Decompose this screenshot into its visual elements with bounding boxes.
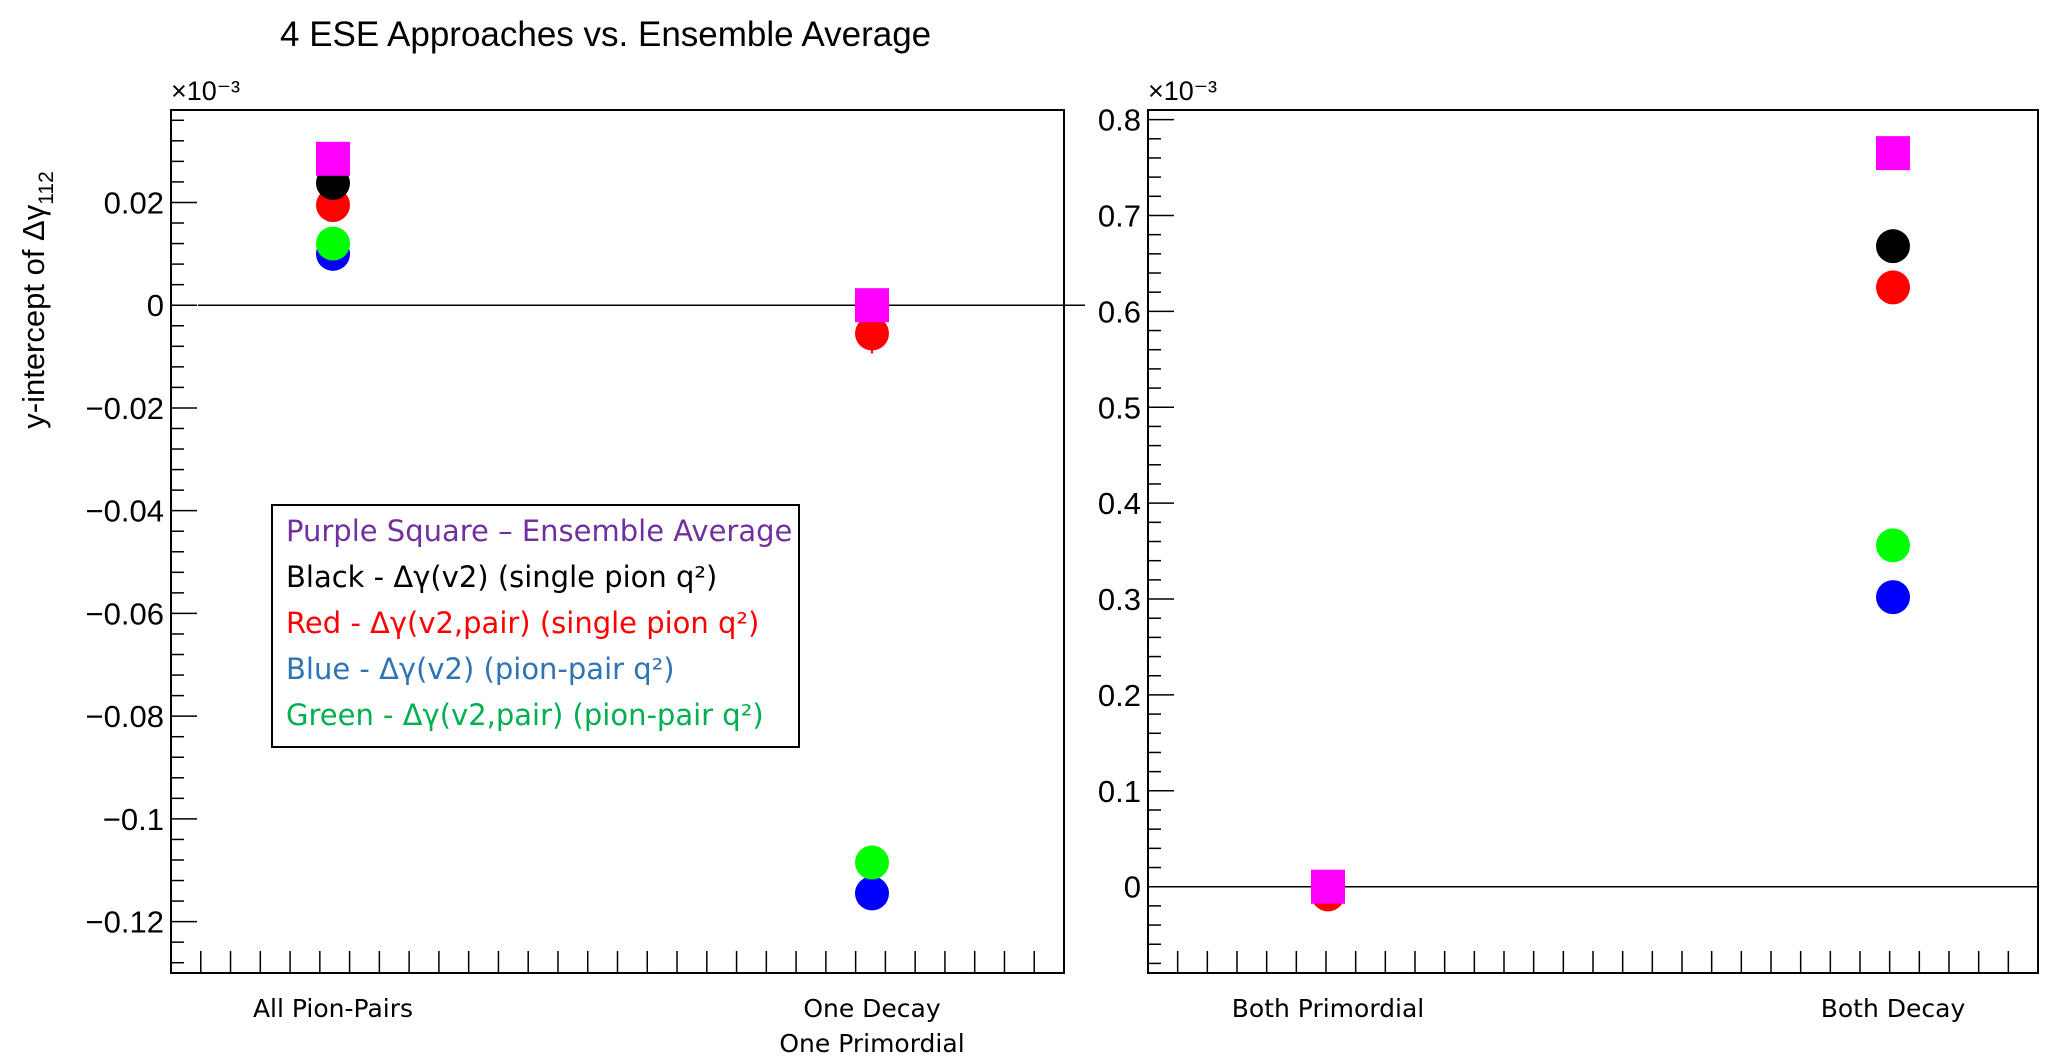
y-tick-label: −0.12: [86, 905, 164, 940]
y-tick-label: −0.02: [86, 391, 164, 426]
legend-entry: Green - Δγ(v2,pair) (pion-pair q²): [286, 698, 764, 732]
y-tick-label: 0: [1124, 870, 1141, 905]
y-tick-label: 0.5: [1098, 390, 1141, 425]
data-point: [1876, 580, 1910, 615]
y-tick-label: 0.6: [1098, 294, 1141, 329]
ensemble-average-marker: [1876, 136, 1910, 171]
y-axis-label-subscript: 112: [35, 171, 58, 204]
data-point: [1876, 229, 1910, 264]
legend: Purple Square – Ensemble Average Black - …: [271, 504, 800, 748]
y-tick-label: 0.4: [1098, 486, 1141, 521]
y-tick-label: 0.02: [104, 185, 164, 220]
y-tick-label: 0.3: [1098, 582, 1141, 617]
legend-entry: Black - Δγ(v2) (single pion q²): [286, 560, 717, 594]
y-axis-label: y-intercept of Δγ112: [16, 171, 58, 429]
legend-box: [271, 504, 800, 748]
y-axis-exponent: ×10⁻³: [171, 76, 240, 106]
y-axis-label-main: y-intercept of Δγ: [16, 204, 51, 429]
y-tick-label: 0.7: [1098, 198, 1141, 233]
right-panel: ×10⁻³0.8 0.7 0.6 0.5 0.4 0.3 0.2 0.1 0 Both Primo…: [1098, 76, 2039, 1023]
y-axis-exponent: ×10⁻³: [1148, 76, 1217, 106]
y-tick-label: −0.04: [86, 494, 164, 529]
y-tick-label: 0: [147, 288, 164, 323]
ensemble-average-marker: [855, 288, 889, 323]
y-tick-label: −0.08: [86, 699, 164, 734]
data-point: [855, 845, 889, 880]
x-category-label: One Decay: [803, 994, 941, 1023]
y-tick-label: 0.8: [1098, 103, 1141, 138]
chart-title: 4 ESE Approaches vs. Ensemble Average: [280, 15, 931, 54]
x-category-label: Both Primordial: [1232, 994, 1424, 1023]
x-category-label: Both Decay: [1821, 994, 1966, 1023]
legend-entry: Purple Square – Ensemble Average: [286, 514, 792, 548]
x-category-label: One Primordial: [779, 1029, 964, 1058]
data-point: [1876, 528, 1910, 563]
ensemble-average-marker: [316, 141, 350, 176]
legend-entry: Red - Δγ(v2,pair) (single pion q²): [286, 606, 759, 640]
y-tick-label: 0.1: [1098, 774, 1141, 809]
data-point: [316, 226, 350, 261]
y-tick-label: 0.2: [1098, 678, 1141, 713]
left-panel: ×10⁻³ 0.02 0 −0.02 −0.04 −0.06 −0.08 −0.1 −0.12 A…: [86, 76, 1085, 1058]
data-point: [855, 876, 889, 911]
x-category-label: All Pion-Pairs: [253, 994, 413, 1023]
y-tick-label: −0.1: [103, 802, 164, 837]
data-point: [1876, 270, 1910, 305]
legend-entry: Blue - Δγ(v2) (pion-pair q²): [286, 652, 675, 686]
ensemble-average-marker: [1311, 869, 1345, 904]
y-tick-label: −0.06: [86, 596, 164, 631]
